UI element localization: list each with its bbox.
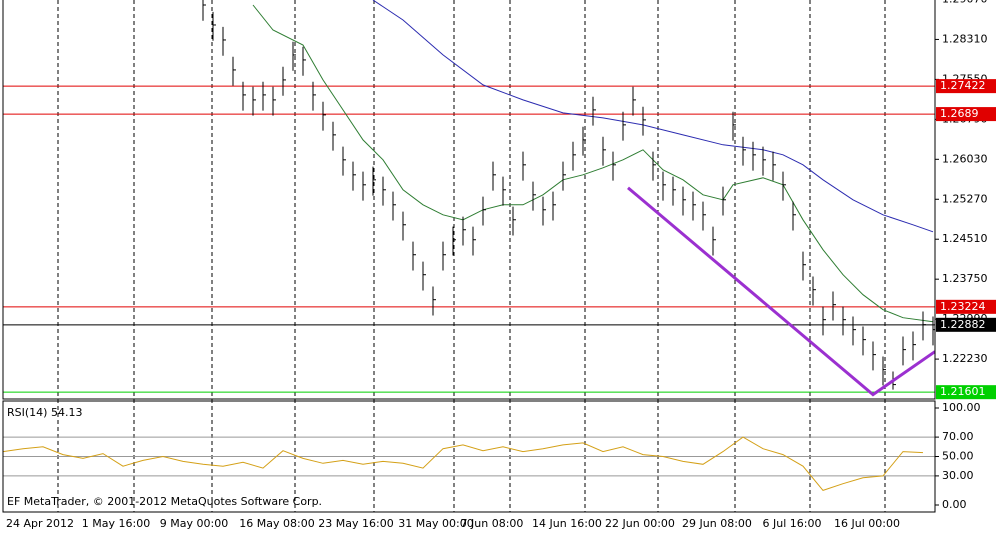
x-tick-label: 6 Jul 16:00 <box>763 517 822 530</box>
level-label-box <box>936 79 996 94</box>
y-tick-label: 1.28310 <box>942 32 988 45</box>
rsi-pane <box>3 436 924 491</box>
level-label: 1.27422 <box>940 79 986 92</box>
y-tick-label: 1.29070 <box>942 0 988 5</box>
y-tick-label: 1.25270 <box>942 192 988 205</box>
price-pane <box>3 0 935 397</box>
rsi-tick-label: 70.00 <box>942 430 974 443</box>
level-label: 1.21601 <box>940 385 986 398</box>
moving-average <box>252 4 934 323</box>
level-label-box <box>936 385 996 400</box>
level-label: 1.22882 <box>940 318 986 331</box>
rsi-tick-label: 50.00 <box>942 450 974 463</box>
y-tick-label: 1.26030 <box>942 152 988 165</box>
x-tick-label: 31 May 00:00 <box>398 517 473 530</box>
level-label-box <box>936 299 996 314</box>
y-tick-label: 1.23750 <box>942 272 988 285</box>
rsi-tick-label: 30.00 <box>942 469 974 482</box>
level-label-box <box>936 317 996 332</box>
level-label-box <box>936 107 996 122</box>
x-tick-label: 16 May 08:00 <box>239 517 314 530</box>
x-tick-label: 7 Jun 08:00 <box>461 517 524 530</box>
rsi-line <box>3 436 924 491</box>
x-tick-label: 9 May 00:00 <box>160 517 228 530</box>
x-tick-label: 1 May 16:00 <box>82 517 150 530</box>
y-tick-label: 1.24510 <box>942 232 988 245</box>
level-label: 1.2689 <box>940 107 979 120</box>
x-tick-label: 29 Jun 08:00 <box>682 517 752 530</box>
y-tick-label: 1.22230 <box>942 352 988 365</box>
footer: EF MetaTrader, © 2001-2012 MetaQuotes So… <box>7 495 322 508</box>
x-tick-label: 22 Jun 00:00 <box>605 517 675 530</box>
x-tick-label: 14 Jun 16:00 <box>532 517 602 530</box>
rsi-tick-label: 0.00 <box>942 498 967 511</box>
rsi-label: RSI(14) 54.13 <box>7 406 82 419</box>
x-tick-label: 16 Jul 00:00 <box>834 517 900 530</box>
x-tick-label: 23 May 16:00 <box>318 517 393 530</box>
grid <box>3 0 935 512</box>
x-tick-label: 24 Apr 2012 <box>6 517 74 530</box>
rsi-tick-label: 100.00 <box>942 401 981 414</box>
moving-average <box>372 0 934 233</box>
trendline <box>627 186 935 397</box>
level-label: 1.23224 <box>940 300 986 313</box>
